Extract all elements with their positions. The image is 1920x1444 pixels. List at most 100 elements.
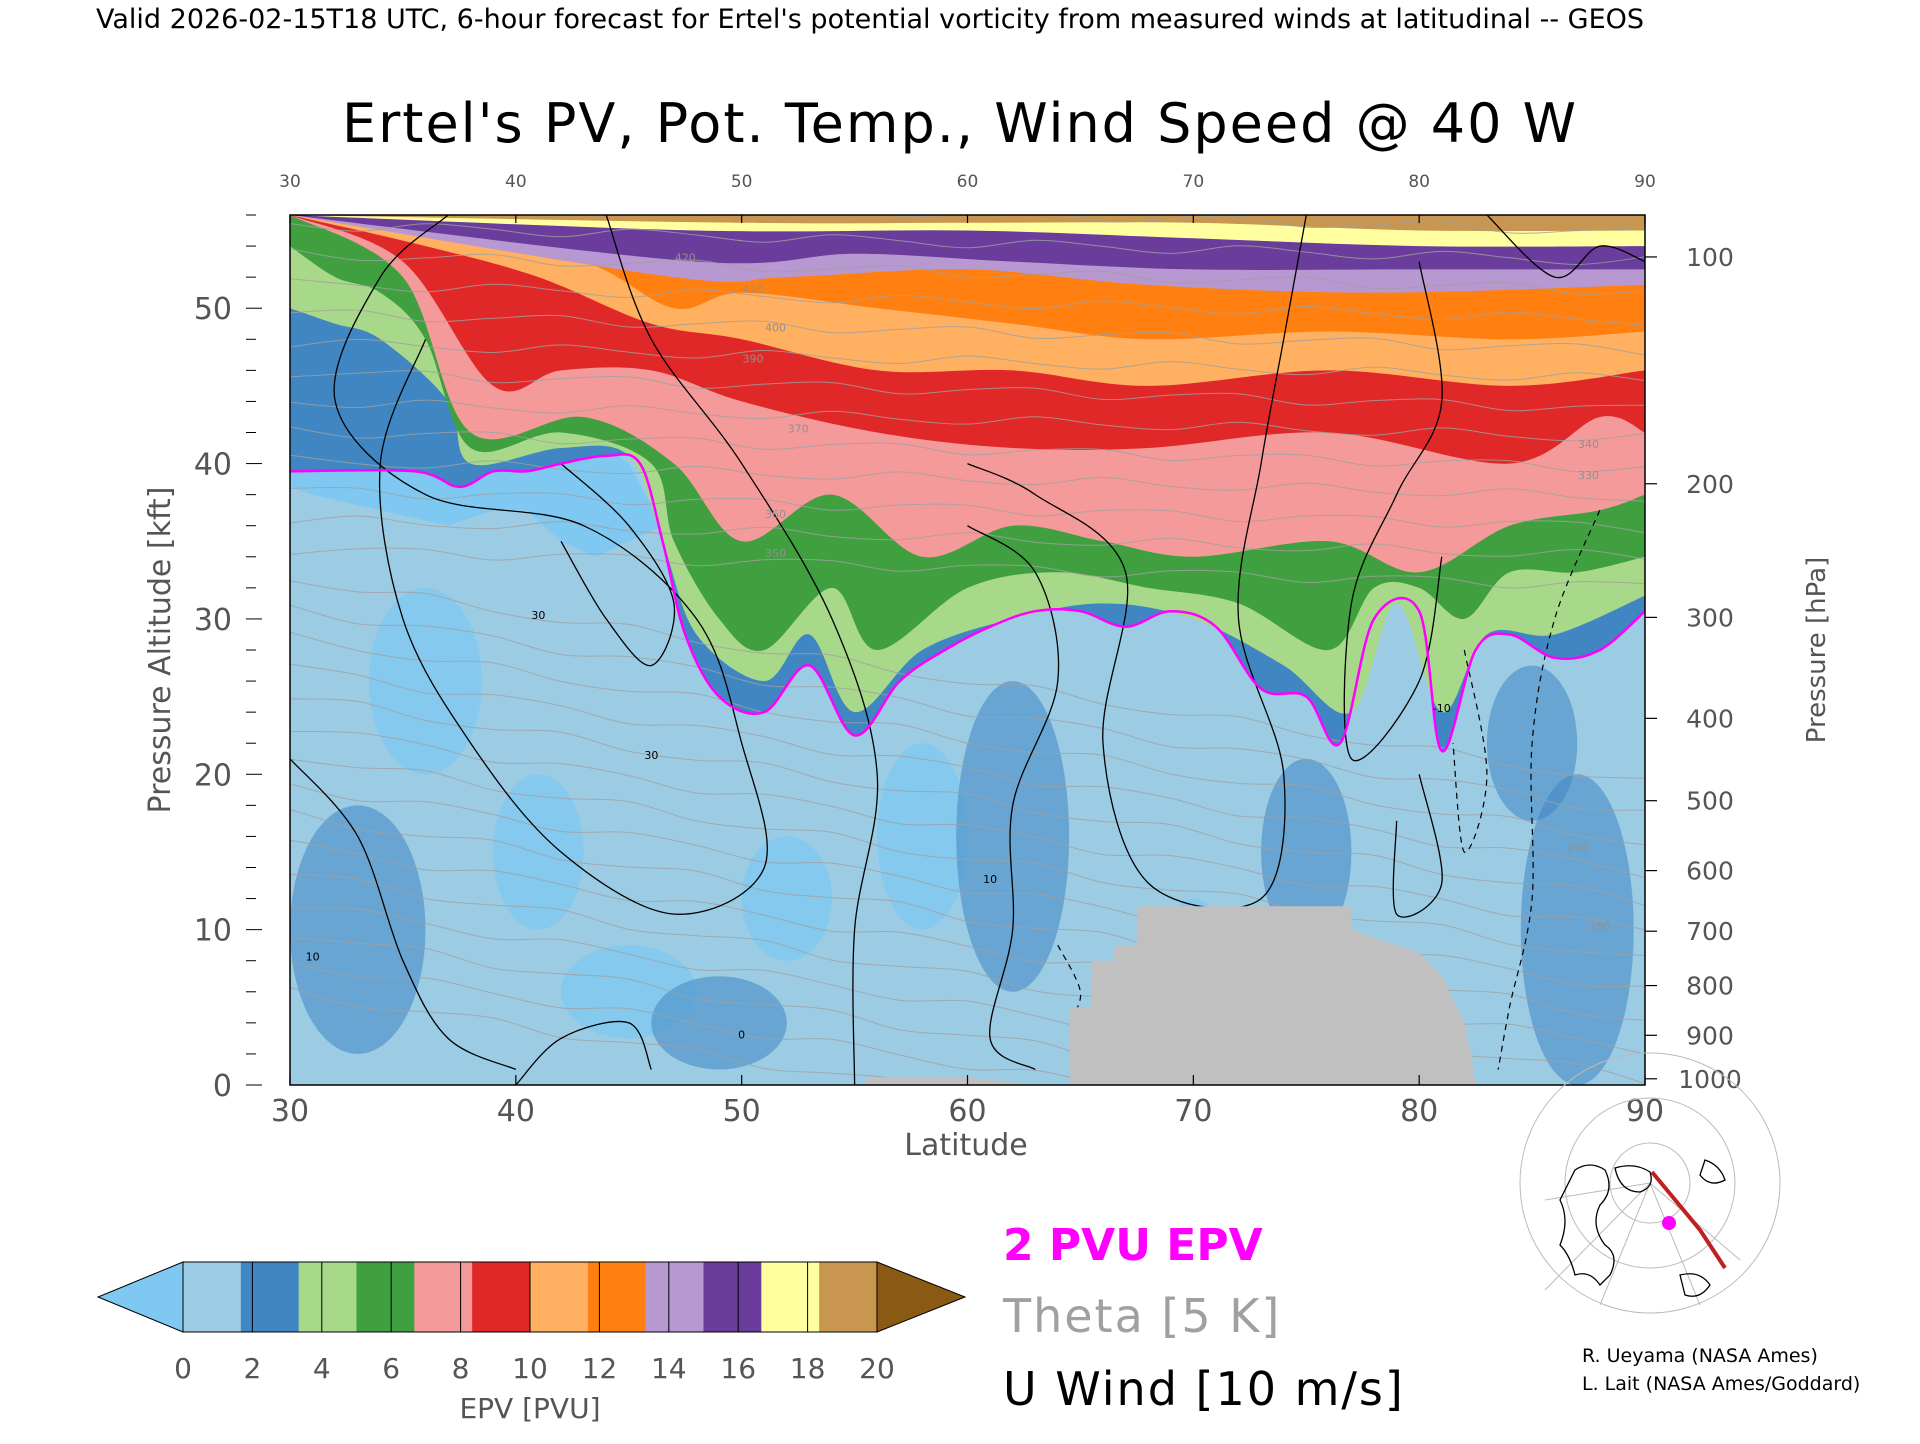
theta-contour: [290, 580, 1645, 779]
legend-pv-line: 2 PVU EPV: [1003, 1220, 1263, 1271]
wind-contour: [1343, 261, 1443, 762]
y-tick-label: 20: [194, 758, 232, 793]
theta-label: 340: [1578, 438, 1599, 451]
y-tick-label: 40: [194, 448, 232, 483]
chart-title: Ertel's PV, Pot. Temp., Wind Speed @ 40 …: [342, 92, 1578, 155]
wind-label: 10: [983, 873, 997, 886]
theta-label: 390: [742, 353, 763, 366]
pressure-tick-label: 700: [1686, 917, 1734, 946]
tropopause-2pvu-line: [290, 453, 1645, 753]
pressure-tick-label: 1000: [1678, 1065, 1742, 1094]
theta-contour: [290, 309, 1645, 356]
colorbar-swatch: [240, 1262, 300, 1332]
wind-contours: [290, 215, 1645, 1085]
y-tick-label: 10: [194, 914, 232, 949]
theta-contour: [290, 338, 1645, 382]
pv-low-patch: [741, 836, 832, 961]
inset-landmass: [1559, 1159, 1726, 1297]
pressure-tick-label: 900: [1686, 1021, 1734, 1050]
y2-axis-label: Pressure [hPa]: [1802, 557, 1832, 744]
colorbar: 0 2 4 6 8 10 12 14 16 18 20: [96, 1261, 967, 1385]
colorbar-tick-label: 14: [651, 1352, 687, 1385]
wind-label: 10: [306, 951, 320, 964]
wind-contour: [333, 215, 768, 915]
wind-contour: [1392, 774, 1443, 918]
theta-contour: [290, 486, 1645, 534]
x-tick-label: 70: [1174, 1094, 1212, 1129]
wind-contour: [605, 215, 879, 1085]
y-tick-label: 0: [213, 1069, 232, 1104]
theta-label: 280: [1589, 920, 1610, 933]
theta-label: 400: [765, 322, 786, 335]
x-tick-label: 80: [1400, 1094, 1438, 1129]
colorbar-label: EPV [PVU]: [459, 1392, 600, 1425]
x-top-tick-label: 80: [1408, 172, 1430, 192]
pv-mid-patch: [1520, 774, 1634, 1085]
colorbar-tick-label: 10: [512, 1352, 548, 1385]
colorbar-swatch: [414, 1262, 473, 1332]
theta-contour: [290, 783, 1645, 988]
theta-contour: [290, 454, 1645, 502]
x-top-tick-label: 90: [1634, 172, 1656, 192]
inset-map: [1519, 1052, 1781, 1314]
theta-contour: [290, 278, 1645, 326]
x-top-tick-label: 60: [957, 172, 979, 192]
theta-contour: [290, 730, 1645, 931]
y-axis-label: Pressure Altitude [kft]: [143, 487, 178, 814]
theta-contour: [290, 961, 1103, 1085]
wind-label: 0: [738, 1028, 745, 1041]
wind-contour: [560, 463, 676, 667]
theta-contour: [290, 426, 1645, 473]
pv-layer-20: [290, 215, 1645, 232]
pressure-tick-label: 200: [1686, 470, 1734, 499]
inset-track: [1650, 1170, 1727, 1270]
plot-content: 420 410 400 390 370 360 350 340 330 290 280 10 30 30 0…: [290, 215, 1645, 1085]
colorbar-tick-label: 12: [582, 1352, 618, 1385]
inset-marker: [1662, 1216, 1676, 1230]
theta-contour: [290, 604, 1645, 811]
theta-contour: [290, 631, 1645, 846]
colorbar-tick-label: 2: [243, 1352, 261, 1385]
wind-label: 30: [531, 609, 545, 622]
pv-low-patch: [877, 743, 968, 930]
wind-contour: [1486, 215, 1645, 279]
colorbar-swatch: [819, 1262, 878, 1332]
pressure-tick-label: 800: [1686, 972, 1734, 1001]
x-tick-label: 40: [497, 1094, 535, 1129]
x-top-tick-label: 50: [731, 172, 753, 192]
credit-line-1: R. Ueyama (NASA Ames): [1582, 1345, 1818, 1367]
legend-wind: U Wind [10 m/s]: [1003, 1362, 1405, 1416]
colorbar-tick-label: 8: [452, 1352, 470, 1385]
pv-mid-patch: [290, 805, 426, 1054]
pressure-tick-label: 400: [1686, 704, 1734, 733]
colorbar-tick-label: 4: [313, 1352, 331, 1385]
pv-low-patch: [493, 774, 584, 930]
colorbar-swatch: [530, 1262, 589, 1332]
colorbar-swatch: [356, 1262, 415, 1332]
theta-label: 410: [742, 283, 763, 296]
theta-contour: [290, 223, 1645, 266]
x-tick-label: 50: [723, 1094, 761, 1129]
pressure-tick-label: 600: [1686, 857, 1734, 886]
theta-contour: [290, 370, 1645, 412]
pressure-tick-label: 100: [1686, 243, 1734, 272]
colorbar-swatch: [587, 1262, 647, 1332]
colorbar-tick-label: 16: [720, 1352, 756, 1385]
theta-label: 350: [765, 547, 786, 560]
theta-contour: [290, 248, 1645, 295]
theta-contour: [290, 936, 1285, 1085]
pv-low-patch: [369, 587, 482, 775]
axis-ticks: 3030404050506060707080809090010203040501…: [194, 172, 1742, 1129]
theta-label: 420: [675, 252, 696, 265]
theta-contour: [290, 698, 1645, 906]
valid-line: Valid 2026-02-15T18 UTC, 6-hour forecast…: [96, 4, 1644, 35]
x-axis-label: Latitude: [904, 1128, 1027, 1163]
x-tick-label: 60: [948, 1094, 986, 1129]
theta-label: 290: [1567, 842, 1588, 855]
wind-label: 30: [644, 749, 658, 762]
pv-mid-patch: [651, 976, 787, 1070]
pv-mid-patch: [956, 681, 1070, 992]
x-top-tick-label: 40: [505, 172, 527, 192]
theta-contour: [887, 215, 1645, 234]
